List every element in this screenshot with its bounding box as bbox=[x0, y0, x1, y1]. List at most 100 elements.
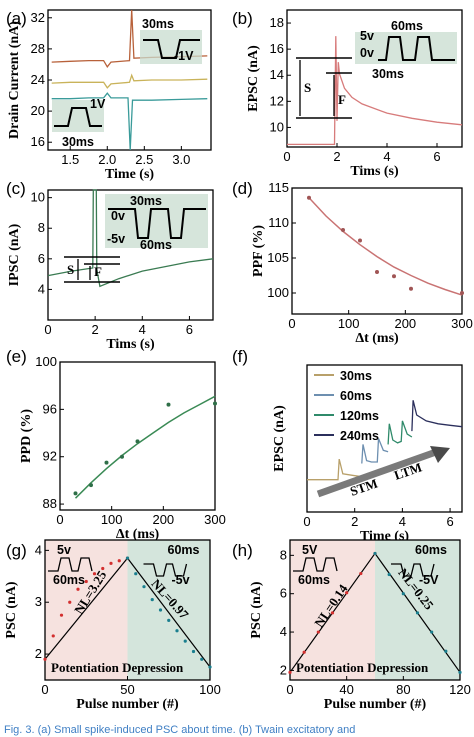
ppf-point bbox=[392, 274, 396, 279]
y-tick-label: 3 bbox=[35, 594, 42, 609]
depression-point bbox=[430, 630, 434, 634]
panel-label: (f) bbox=[232, 347, 248, 366]
inset-voltage-label: 5V bbox=[302, 543, 318, 557]
y-tick-label: 14 bbox=[270, 67, 284, 82]
depression-point bbox=[458, 670, 462, 674]
panel-label: (a) bbox=[6, 9, 27, 28]
depression-point bbox=[150, 598, 154, 602]
depression-point bbox=[158, 608, 163, 612]
epsc-series-line bbox=[361, 438, 389, 464]
inset-pulse-negative bbox=[391, 563, 435, 577]
x-tick-label: 4 bbox=[399, 514, 406, 529]
depression-point bbox=[175, 629, 179, 633]
y-tick-label: 6 bbox=[38, 251, 45, 266]
potentiation-point bbox=[117, 559, 121, 563]
plot-frame bbox=[47, 189, 214, 321]
x-tick-label: 200 bbox=[152, 512, 174, 527]
s-label: S bbox=[304, 80, 311, 95]
y-axis-label: PPF (%) bbox=[251, 225, 266, 277]
inset-voltage-high: 5v bbox=[360, 29, 374, 43]
inset-time-label: 60ms bbox=[168, 543, 200, 557]
x-axis-label: Δt (ms) bbox=[116, 527, 160, 542]
x-tick-label: 0 bbox=[283, 149, 290, 164]
panel-label: (g) bbox=[6, 541, 27, 560]
inset-width-label: 30ms bbox=[130, 194, 162, 208]
depression-point bbox=[387, 572, 391, 577]
x-tick-label: 100 bbox=[199, 682, 221, 697]
potentiation-point bbox=[109, 561, 113, 565]
x-tick-label: 80 bbox=[396, 682, 410, 697]
x-tick-label: 0 bbox=[44, 322, 51, 337]
potentiation-point bbox=[59, 613, 64, 617]
plot-frame bbox=[59, 361, 216, 511]
x-tick-label: 40 bbox=[339, 682, 353, 697]
x-tick-label: 120 bbox=[449, 682, 471, 697]
depression-point bbox=[373, 551, 377, 556]
potentiation-point bbox=[92, 572, 97, 576]
x-tick-label: 0 bbox=[303, 514, 310, 529]
x-axis-label: Pulse number (#) bbox=[76, 697, 179, 712]
inset-voltage-low: 0v bbox=[360, 46, 374, 60]
inset-pulse-train-bg bbox=[355, 32, 457, 64]
x-tick-label: 200 bbox=[394, 316, 416, 331]
y-tick-label: 32 bbox=[31, 10, 45, 25]
x-tick-label: 6 bbox=[433, 149, 440, 164]
panel-label: (h) bbox=[232, 541, 253, 560]
x-tick-label: 4 bbox=[383, 149, 390, 164]
y-tick-label: 4 bbox=[280, 624, 287, 639]
x-tick-label: 0 bbox=[41, 682, 48, 697]
potentiation-point bbox=[43, 657, 47, 661]
inset-time-label: 60ms bbox=[415, 543, 447, 557]
x-tick-label: 50 bbox=[120, 682, 134, 697]
x-tick-label: 2 bbox=[333, 149, 340, 164]
depression-region bbox=[375, 540, 460, 680]
epsc-series-line bbox=[307, 458, 362, 481]
depression-point bbox=[183, 639, 187, 643]
epsc-series-line bbox=[411, 400, 463, 432]
y-axis-label: PSC (nA) bbox=[4, 581, 19, 639]
depression-point bbox=[415, 611, 420, 615]
x-tick-label: 0 bbox=[286, 682, 293, 697]
phase-labels: Potentiation Depression bbox=[296, 660, 429, 675]
inset-time-label: 30ms bbox=[142, 17, 174, 31]
depression-point bbox=[142, 585, 146, 589]
inset-pulse-train bbox=[378, 36, 455, 61]
y-tick-label: 4 bbox=[35, 542, 42, 557]
ppd-point bbox=[135, 439, 140, 444]
ppf-point bbox=[409, 286, 413, 291]
inset-pulse-positive bbox=[48, 557, 93, 572]
inset-time-label: 60ms bbox=[298, 573, 330, 587]
potentiation-point bbox=[330, 611, 335, 615]
y-axis-label: PPD (%) bbox=[19, 409, 34, 463]
ppf-point bbox=[375, 270, 379, 274]
legend-label: 240ms bbox=[340, 429, 379, 443]
depression-point bbox=[167, 618, 171, 622]
f-label: F bbox=[94, 264, 102, 279]
y-tick-label: 105 bbox=[267, 250, 289, 265]
x-tick-label: 100 bbox=[101, 512, 123, 527]
y-tick-label: 92 bbox=[43, 449, 57, 464]
epsc-trace bbox=[287, 36, 463, 146]
x-tick-label: 1.5 bbox=[61, 152, 79, 167]
phase-labels: Potentiation Depression bbox=[51, 660, 184, 675]
inset-voltage-label: 5v bbox=[57, 543, 71, 557]
inset-voltage-high: 0v bbox=[111, 209, 125, 223]
current-trace bbox=[51, 73, 208, 89]
y-tick-label: 10 bbox=[31, 190, 45, 205]
depression-point bbox=[134, 572, 138, 576]
ppd-point bbox=[89, 483, 93, 488]
depression-point bbox=[200, 657, 204, 661]
x-tick-label: 2 bbox=[351, 514, 358, 529]
y-axis-label: EPSC (nA) bbox=[246, 45, 261, 112]
x-axis-label: Pulse number (#) bbox=[324, 697, 427, 712]
legend-label: 120ms bbox=[340, 409, 379, 423]
inset-voltage-label: -5V bbox=[419, 573, 439, 587]
x-tick-label: 100 bbox=[338, 316, 360, 331]
inset-pulse-negative bbox=[143, 39, 200, 59]
inset-amplitude-label: -1V bbox=[174, 49, 194, 63]
depression-point bbox=[444, 649, 448, 653]
inset-pulse-train bbox=[108, 208, 206, 239]
inset-period-label: 60ms bbox=[140, 238, 172, 252]
linear-reference-line bbox=[44, 557, 128, 660]
inset-time-label: 60ms bbox=[53, 573, 85, 587]
